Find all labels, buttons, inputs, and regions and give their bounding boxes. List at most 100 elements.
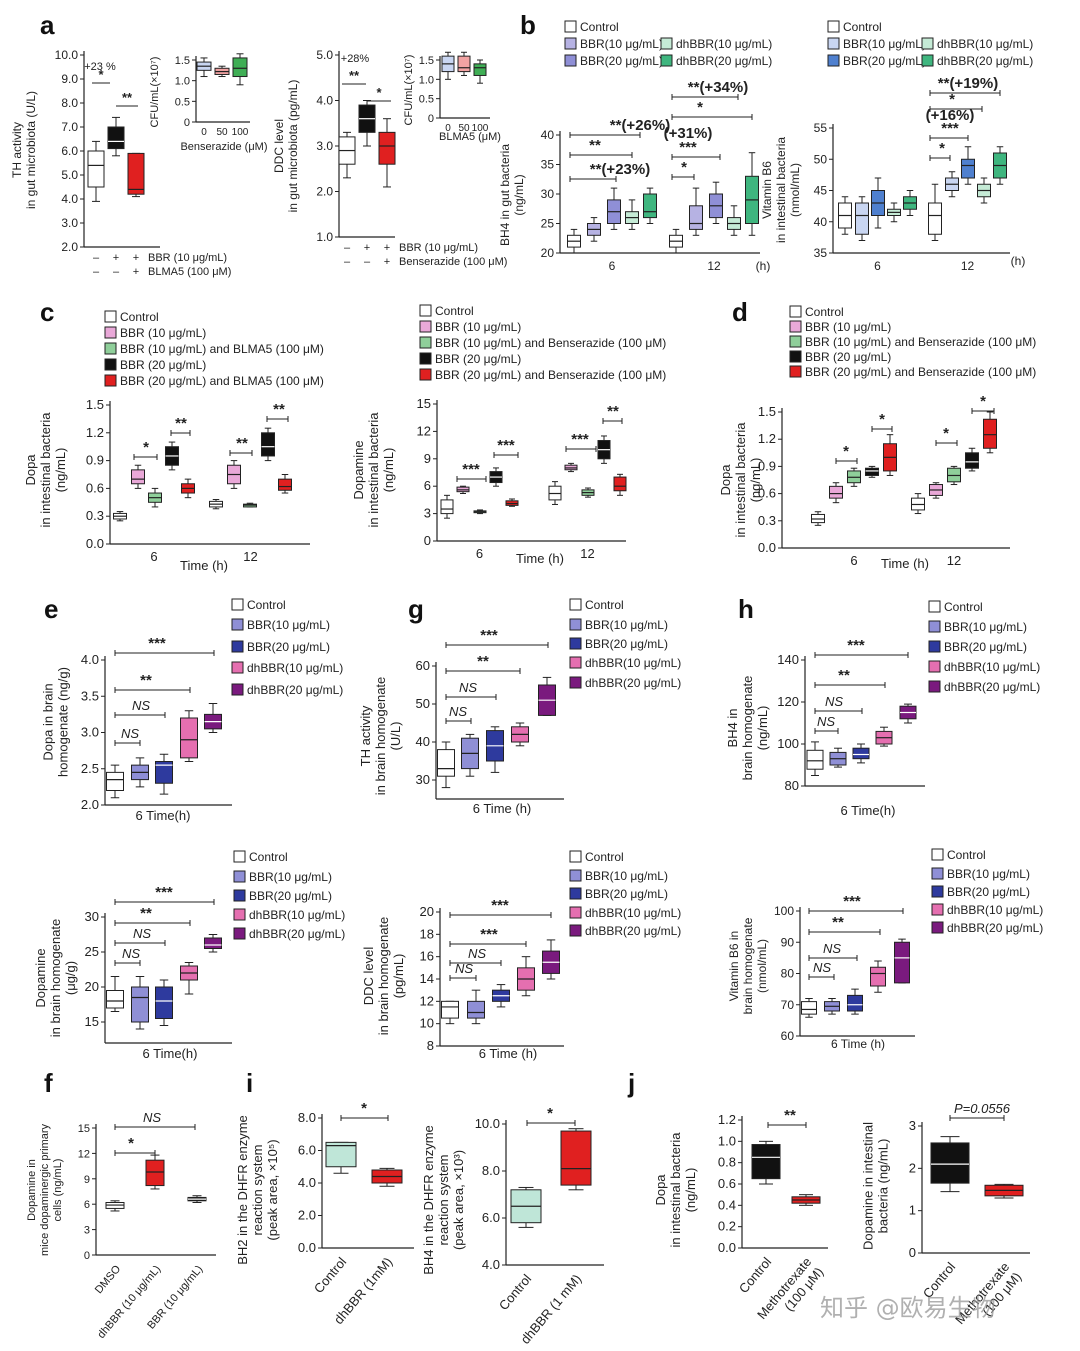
a3-condition-sign: +	[384, 256, 390, 268]
j1-box-0	[751, 1144, 781, 1180]
g2-y-tick-label: 20	[420, 904, 434, 919]
e2-box-2	[155, 986, 173, 1019]
c2-y-tick-label: 3	[424, 506, 431, 521]
a2-y-tick-label: 0	[184, 117, 190, 129]
h2-legend-label: BBR(20 μg/mL)	[947, 885, 1030, 899]
e2-x-axis-label: 6 Time(h)	[143, 1046, 198, 1061]
b1-group-label: 12	[707, 259, 721, 273]
panel-letter-f: f	[44, 1068, 53, 1098]
h2-y-axis-label: (nmol/mL)	[755, 939, 769, 993]
b2-y-axis-label: Vitamin B6	[760, 161, 774, 219]
e1-box-0	[106, 771, 124, 791]
h1-legend-label: BBR(20 μg/mL)	[944, 640, 1027, 654]
c2-legend-label: BBR (20 μg/mL)	[435, 352, 521, 366]
i1-annotation: *	[361, 1100, 367, 1117]
g2-annotation: ***	[491, 897, 509, 914]
a3-y-tick-label: 1.0	[316, 230, 333, 244]
e1-y-tick-label: 2.5	[81, 761, 99, 776]
b1-y-tick-label: 35	[541, 158, 555, 172]
a1-box-2	[127, 152, 145, 195]
a3-y-tick-label: 5.0	[316, 48, 333, 62]
h2-box-3	[870, 966, 886, 987]
a2-y-tick-label: 1.5	[175, 55, 190, 67]
g2-y-tick-label: 16	[420, 949, 434, 964]
a3-condition-sign: +	[364, 242, 370, 254]
e1-legend-label: dhBBR(10 μg/mL)	[247, 661, 343, 675]
c2-y-axis-label: in intestinal bacteria	[366, 412, 381, 528]
i1-y-axis-label: reaction system	[250, 1144, 265, 1235]
j2-y-axis-label: bacteria (ng/mL)	[876, 1139, 891, 1234]
h2-box-0	[801, 1001, 817, 1015]
g1-y-tick-label: 30	[416, 772, 430, 787]
b1-y-tick-label: 20	[541, 246, 555, 260]
a4-category-label: 0	[445, 123, 451, 134]
g1-y-axis-label: (U/L)	[388, 722, 403, 751]
d1-legend-swatch	[789, 335, 802, 348]
h1-annotation: **	[838, 667, 850, 684]
g2-legend-swatch	[569, 850, 582, 863]
d1-y-tick-label: 0.6	[758, 486, 776, 501]
b1-y-tick-label: 30	[541, 187, 555, 201]
panel-letter-h: h	[738, 594, 754, 624]
g1-legend-label: Control	[585, 598, 624, 612]
d1-y-tick-label: 1.5	[758, 404, 776, 419]
a2-y-tick-label: 0.5	[175, 96, 190, 108]
j1-y-axis-label: (ng/mL)	[683, 1168, 698, 1213]
c2-legend-label: BBR (10 μg/mL) and Benserazide (100 μM)	[435, 336, 666, 350]
h1-box-2	[852, 747, 870, 760]
a4-box-2	[473, 63, 487, 76]
g2-annotation: NS	[455, 961, 473, 976]
c1-box-1	[131, 469, 145, 485]
g2-y-tick-label: 12	[420, 993, 434, 1008]
c2-annotation: ***	[571, 431, 589, 448]
c2-annotation: ***	[462, 461, 480, 478]
b2-box-10	[928, 202, 942, 235]
a1-condition-sign: –	[93, 266, 100, 278]
i1-category-label: Control	[311, 1254, 350, 1296]
b2-group-label: 12	[961, 259, 975, 273]
a3-condition-label: BBR (10 μg/mL)	[399, 242, 478, 254]
b1-legend-swatch	[660, 37, 673, 50]
a1-condition-sign: +	[133, 266, 139, 278]
b2-y-tick-label: 40	[814, 215, 828, 229]
g1-y-tick-label: 40	[416, 734, 430, 749]
b2-y-tick-label: 55	[814, 121, 828, 135]
d1-box-13	[965, 452, 979, 469]
g2-legend-swatch	[569, 887, 582, 900]
b1-box-11	[689, 205, 703, 230]
g2-annotation: NS	[468, 946, 486, 961]
h1-annotation: NS	[817, 714, 835, 729]
e2-y-axis-label: in brain homogenate	[48, 919, 63, 1038]
f1-y-axis-label: mice dopaminergic primary	[39, 1123, 51, 1256]
b2-legend-label: BBR(10 μg/mL)	[843, 37, 926, 51]
a3-y-axis-label: DDC level	[272, 119, 286, 173]
b2-group-label: 6	[874, 259, 881, 273]
h1-legend-swatch	[928, 640, 941, 653]
j1-y-tick-label: 1.2	[718, 1112, 736, 1127]
d1-annotation: *	[980, 393, 986, 410]
j1-y-tick-label: 0.4	[718, 1197, 736, 1212]
e2-y-axis-label: Dopamine	[33, 948, 48, 1007]
h2-annotation: ***	[843, 893, 861, 910]
b1-y-axis-label: (ng/mL)	[512, 174, 526, 215]
g2-legend-swatch	[569, 869, 582, 882]
c1-annotation: **	[236, 435, 248, 452]
g1-y-axis-label: TH activity	[358, 705, 373, 766]
d1-legend-swatch	[789, 305, 802, 318]
a1-condition-sign: +	[133, 252, 139, 264]
b1-annotation: **(+34%)	[688, 79, 748, 96]
i1-y-tick-label: 0.0	[298, 1240, 316, 1255]
d1-y-tick-label: 0.9	[758, 458, 776, 473]
c2-legend-label: BBR (10 μg/mL)	[435, 320, 521, 334]
e1-y-axis-label: Dopa in brain	[41, 683, 56, 760]
c1-y-tick-label: 0.3	[86, 508, 104, 523]
c2-y-tick-label: 12	[417, 423, 431, 438]
d1-annotation: *	[943, 425, 949, 442]
f1-y-tick-label: 15	[78, 1123, 90, 1135]
b2-legend-label: BBR(20 μg/mL)	[843, 54, 926, 68]
c1-group-label: 12	[243, 549, 257, 564]
a4-y-tick-label: 1.5	[419, 55, 434, 67]
b1-legend-label: dhBBR(20 μg/mL)	[676, 54, 772, 68]
i2-y-tick-label: 10.0	[475, 1116, 500, 1131]
